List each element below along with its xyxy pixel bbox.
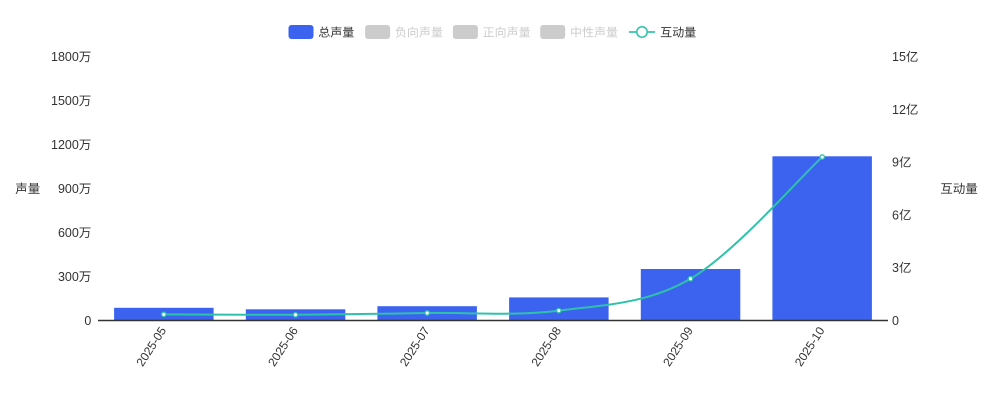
svg-text:900: 900	[58, 182, 79, 196]
svg-text:1800: 1800	[51, 50, 79, 64]
svg-text:0: 0	[892, 314, 899, 328]
svg-text:600: 600	[58, 226, 79, 240]
svg-text:15: 15	[892, 50, 906, 64]
svg-text:300: 300	[58, 270, 79, 284]
svg-text:12: 12	[892, 103, 906, 117]
svg-text:0: 0	[84, 314, 91, 328]
svg-text:9: 9	[892, 156, 899, 170]
svg-text:3: 3	[892, 261, 899, 275]
svg-text:1500: 1500	[51, 94, 79, 108]
svg-text:6: 6	[892, 208, 899, 222]
svg-text:1200: 1200	[51, 138, 79, 152]
